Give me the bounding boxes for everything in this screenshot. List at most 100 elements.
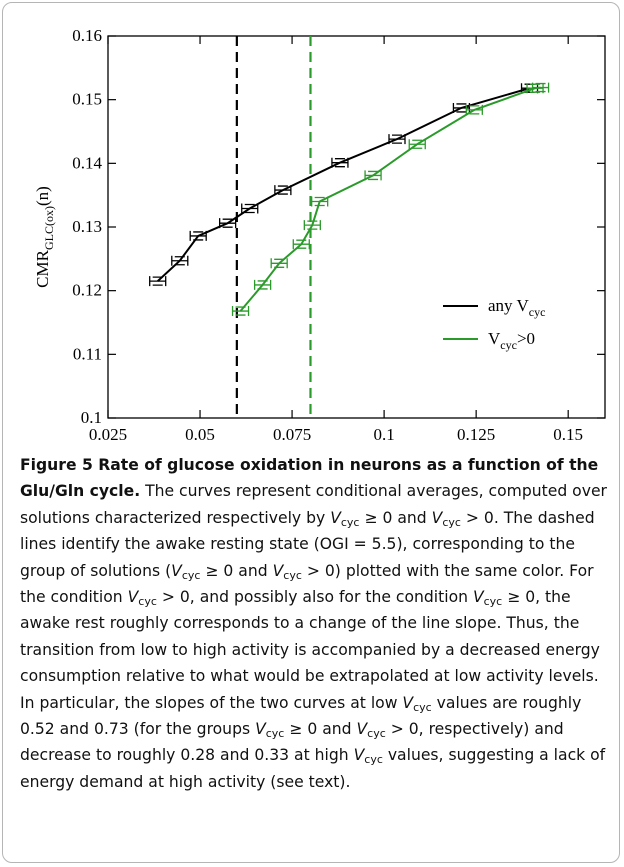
error-bar bbox=[364, 170, 382, 181]
y-axis-label: CMRGLC(ox)(n) bbox=[33, 186, 56, 288]
data-point bbox=[465, 104, 483, 115]
error-bar bbox=[465, 104, 483, 115]
error-bar bbox=[408, 139, 426, 150]
x-tick-label: 0.15 bbox=[553, 425, 583, 444]
caption-text: ≥ 0 and bbox=[200, 561, 273, 580]
y-axis-label-part: CMR bbox=[33, 249, 52, 287]
data-point bbox=[231, 306, 250, 317]
caption-body: The curves represent conditional average… bbox=[20, 482, 607, 790]
legend-label: any Vcyc bbox=[488, 296, 545, 319]
caption-var: V bbox=[330, 508, 341, 527]
x-tick-label: 0.025 bbox=[89, 425, 127, 444]
y-axis-label-part: GLC(ox) bbox=[42, 206, 56, 250]
error-bar bbox=[231, 306, 250, 317]
caption-var: V bbox=[431, 508, 443, 527]
y-tick-label: 0.1 bbox=[81, 408, 102, 427]
caption-text: values, suggesting a lack of energy dema… bbox=[20, 746, 606, 791]
caption-var: V bbox=[402, 693, 414, 712]
data-point bbox=[171, 255, 189, 266]
caption-subscript: cyc bbox=[340, 515, 360, 529]
data-point bbox=[408, 139, 426, 150]
error-bar bbox=[270, 258, 288, 269]
data-point bbox=[241, 203, 259, 214]
caption-subscript: cyc bbox=[283, 568, 302, 582]
caption-var: V bbox=[356, 720, 368, 739]
caption-subscript: cyc bbox=[265, 727, 285, 741]
error-bar bbox=[531, 82, 550, 93]
caption-text: > 0, respectively) and decrease to rough… bbox=[20, 720, 564, 765]
error-bar bbox=[149, 276, 167, 287]
series-line bbox=[157, 87, 530, 282]
error-bar bbox=[388, 134, 406, 145]
caption-text: The curves represent conditional average… bbox=[20, 482, 607, 527]
caption-var: V bbox=[127, 588, 139, 607]
error-bar bbox=[274, 185, 292, 196]
y-tick-label: 0.15 bbox=[72, 90, 102, 109]
data-point bbox=[388, 134, 406, 145]
caption-subscript: cyc bbox=[442, 515, 461, 529]
caption: Figure 5 Rate of glucose oxidation in ne… bbox=[20, 452, 610, 795]
error-bar bbox=[311, 196, 329, 207]
caption-subscript: cyc bbox=[367, 727, 386, 741]
legend-label-part: any V bbox=[488, 296, 529, 315]
caption-text: ≥ 0, the awake rest roughly corresponds … bbox=[20, 588, 600, 712]
error-bar bbox=[292, 239, 310, 250]
error-bar bbox=[253, 279, 272, 290]
series-line bbox=[239, 86, 541, 312]
data-point bbox=[274, 185, 292, 196]
data-point bbox=[292, 239, 310, 250]
legend-label-part: cyc bbox=[529, 305, 546, 319]
error-bar bbox=[189, 230, 207, 241]
data-point bbox=[303, 220, 321, 231]
data-point bbox=[149, 276, 167, 287]
caption-var: V bbox=[472, 588, 484, 607]
caption-text: > 0) plotted with the same color. For th… bbox=[20, 561, 594, 607]
y-tick-label: 0.14 bbox=[72, 153, 102, 172]
x-tick-label: 0.1 bbox=[373, 425, 394, 444]
error-bar bbox=[218, 218, 237, 229]
caption-text: > 0. The dashed lines identify the awake… bbox=[20, 508, 595, 580]
error-bar bbox=[452, 102, 471, 113]
data-point bbox=[270, 258, 288, 269]
data-point bbox=[253, 279, 272, 290]
caption-title: Figure 5 Rate of glucose oxidation in ne… bbox=[20, 456, 599, 501]
data-point bbox=[452, 102, 471, 113]
caption-text: ≥ 0 and bbox=[284, 720, 357, 739]
legend-label-part: cyc bbox=[500, 338, 517, 352]
caption-var: V bbox=[255, 720, 266, 739]
error-bar bbox=[303, 220, 321, 231]
legend-label: Vcyc>0 bbox=[488, 329, 535, 352]
data-point bbox=[331, 157, 349, 168]
caption-text: values are roughly 0.52 and 0.73 (for th… bbox=[20, 693, 582, 739]
data-point bbox=[311, 196, 329, 207]
plot-frame bbox=[107, 35, 606, 419]
chart: 0.1 0.11 0.12 0.13 0.14 0.15 0.16 0.025 0.05 0.07… bbox=[33, 26, 606, 444]
legend-label-part: >0 bbox=[517, 329, 535, 348]
caption-subscript: cyc bbox=[138, 595, 157, 609]
error-bar bbox=[241, 203, 259, 214]
error-bar bbox=[331, 157, 349, 168]
caption-text: ≥ 0 and bbox=[359, 508, 432, 527]
error-bar bbox=[171, 255, 189, 266]
y-axis-label-part: (n) bbox=[33, 186, 52, 206]
data-point bbox=[531, 82, 550, 93]
caption-subscript: cyc bbox=[413, 700, 432, 714]
data-point bbox=[218, 218, 237, 229]
y-tick-label: 0.11 bbox=[73, 344, 102, 363]
caption-text: > 0, and possibly also for the condition bbox=[156, 588, 473, 607]
data-point bbox=[364, 170, 382, 181]
y-tick-label: 0.13 bbox=[72, 217, 102, 236]
y-tick-label: 0.16 bbox=[72, 26, 102, 45]
legend-label-part: V bbox=[488, 329, 501, 348]
x-tick-label: 0.075 bbox=[273, 425, 311, 444]
y-tick-label: 0.12 bbox=[72, 281, 102, 300]
caption-var: V bbox=[353, 746, 365, 765]
x-tick-label: 0.05 bbox=[185, 425, 215, 444]
caption-subscript: cyc bbox=[364, 753, 383, 767]
caption-var: V bbox=[272, 561, 284, 580]
caption-subscript: cyc bbox=[181, 568, 201, 582]
x-tick-label: 0.125 bbox=[457, 425, 495, 444]
data-point bbox=[189, 230, 207, 241]
caption-subscript: cyc bbox=[483, 595, 503, 609]
